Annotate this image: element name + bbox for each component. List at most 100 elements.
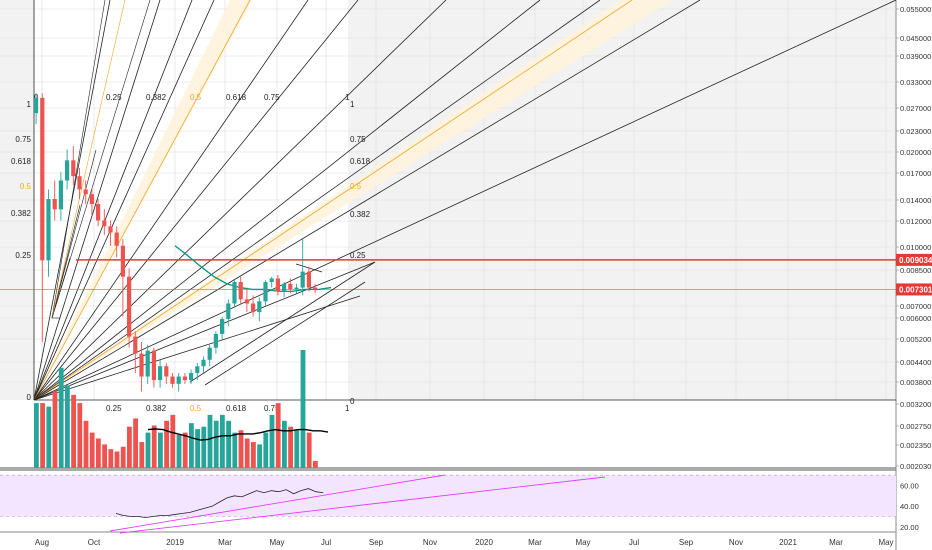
y-tick-label: 0.003200 (900, 400, 931, 409)
fan-label-bottom: 0.75 (264, 404, 280, 413)
candles (34, 93, 318, 392)
time-axis[interactable]: Aug Oct 2019 Mar May Jul Sep Nov 2020 Mar May Jul Se… (35, 538, 894, 547)
volume-bar (151, 425, 157, 468)
y-tick-label: 0.033000 (900, 78, 931, 87)
fan-ray (33, 0, 193, 401)
price-axis[interactable]: 0.055000 0.045000 0.039000 0.033000 0.027000… (896, 5, 931, 532)
candle-body (238, 282, 243, 300)
y-tick-label: 0.006000 (900, 314, 931, 323)
candle-body (300, 271, 305, 288)
fan-ray (33, 0, 161, 401)
volume-bar (65, 385, 70, 468)
volume-bar (257, 444, 262, 468)
fan-ray-secondary (51, 0, 151, 319)
candle-body (52, 199, 57, 210)
fan-ray-secondary (51, 149, 97, 319)
volume-bar (120, 446, 126, 468)
volume-bar (52, 391, 58, 468)
volume-bar (313, 460, 318, 468)
fan-ray-secondary (51, 0, 126, 319)
candle-body (127, 276, 132, 337)
volume-bar (300, 350, 306, 468)
fan-label-bottom: 0.382 (146, 404, 167, 413)
volume-bar (182, 432, 188, 468)
fan-ray (33, 0, 251, 401)
y-tick-label: 0.055000 (900, 5, 931, 14)
candle-body (108, 226, 113, 233)
rsi-pane (0, 474, 896, 534)
ma-curve (174, 245, 332, 293)
volume-bar (77, 403, 83, 468)
x-tick-label: Nov (423, 538, 437, 547)
fan-label-right: 0.5 (350, 182, 362, 191)
x-tick-label: May (878, 538, 893, 547)
volume-bar (139, 442, 145, 468)
candle-body (83, 189, 88, 195)
last-price-tag (896, 283, 932, 296)
x-tick-label: May (269, 538, 284, 547)
candle-body (244, 299, 249, 304)
volume-bar (306, 432, 312, 468)
volume-bar (207, 414, 213, 468)
y-tick-label: 0.017000 (900, 169, 931, 178)
y-tick-label: 0.004400 (900, 358, 931, 367)
y-tick-label: 0.002750 (900, 422, 931, 431)
fan-label-top: 0.618 (226, 93, 247, 102)
volume-bar (251, 442, 256, 468)
candle-body (275, 278, 280, 292)
volume-bar (34, 403, 39, 468)
volume-bar (189, 423, 194, 468)
y-tick-label: 0.008500 (900, 266, 931, 275)
x-tick-label: 2019 (166, 538, 184, 547)
fan-ray (33, 0, 701, 401)
rsi-band (0, 475, 896, 517)
volume-bar (170, 414, 176, 468)
rsi-tick-label: 20.00 (900, 523, 919, 532)
volume-bar (282, 420, 287, 468)
candle-body (213, 333, 218, 348)
candle-body (133, 336, 138, 354)
x-tick-label: Mar (218, 538, 232, 547)
y-tick-label: 0.005200 (900, 335, 931, 344)
rsi-tick-label: 40.00 (900, 502, 919, 511)
candle-body (232, 282, 237, 304)
drawings (0, 245, 896, 386)
volume-bar (145, 432, 151, 468)
candle-body (89, 194, 94, 205)
volume-bar (238, 430, 244, 468)
fan-ray (33, 0, 541, 401)
volume-bar (176, 434, 182, 468)
channel-line (189, 261, 376, 383)
candle-body (288, 283, 293, 290)
volume-bar (46, 406, 52, 468)
fan-label-left: 0.25 (15, 251, 31, 260)
fan-label-left: 0.75 (15, 135, 31, 144)
fan-label-right: 0.75 (350, 135, 366, 144)
fan-label-bottom: 1 (345, 404, 350, 413)
fib-fan (33, 0, 897, 401)
fan-label-right: 1 (350, 100, 355, 109)
volume-bar (89, 432, 95, 468)
candle-body (195, 366, 200, 374)
last-price-tag-label: 0.007301 (899, 285, 932, 294)
fan-ray (33, 0, 359, 401)
candle-body (58, 180, 63, 210)
fan-label-left: 0.5 (20, 182, 32, 191)
y-tick-label: 0.012000 (900, 217, 931, 226)
volume-bar (102, 444, 107, 468)
candle-body (158, 366, 163, 381)
fan-ray (33, 0, 309, 401)
candle-body (164, 366, 169, 377)
fan-label-bottom: 0.5 (190, 404, 202, 413)
x-tick-label: 2020 (475, 538, 493, 547)
fan-ray (33, 0, 897, 401)
volume-bar (232, 432, 238, 468)
rsi-line (115, 488, 324, 518)
candle-body (176, 376, 181, 384)
volume-bar (201, 426, 207, 468)
candle-body (282, 283, 287, 292)
candle-body (170, 376, 175, 384)
y-tick-label: 0.003800 (900, 378, 931, 387)
y-tick-label: 0.023000 (900, 127, 931, 136)
